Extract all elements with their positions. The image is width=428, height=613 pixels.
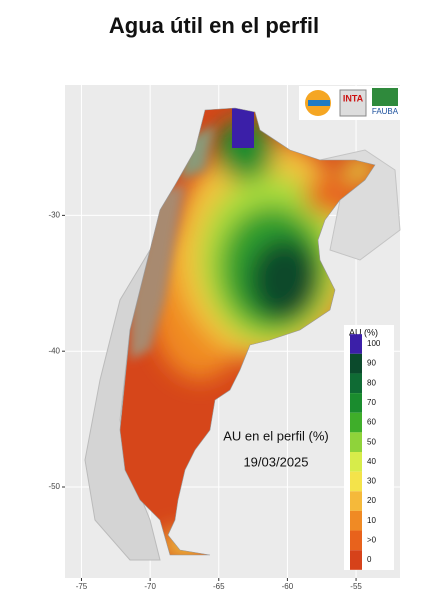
y-tick-label: -30 (48, 210, 60, 219)
y-tick-label: -40 (48, 346, 60, 355)
legend-swatch (350, 550, 362, 570)
legend-label: 70 (367, 398, 376, 407)
date: 19/03/2025 (243, 454, 308, 469)
x-tick-label: -60 (282, 582, 294, 591)
legend-swatch (350, 510, 362, 531)
axes: -75 -70 -65 -60 -55 -30 -40 -50 (48, 210, 362, 591)
inta-logo (339, 89, 367, 117)
legend-swatch (350, 471, 362, 492)
legend-label: 100 (367, 339, 381, 348)
fauba-emblem (372, 88, 398, 106)
legend-label: 0 (367, 555, 372, 564)
legend-label: 60 (367, 418, 376, 427)
x-tick-label: -75 (76, 582, 88, 591)
inta-text: INTA (343, 93, 364, 103)
chile (84, 249, 161, 561)
legend-label: 20 (367, 496, 376, 505)
legend-label: 50 (367, 437, 376, 446)
legend-swatch (350, 373, 362, 394)
legend-title: AU (%) (349, 327, 378, 337)
fauba-text: FAUBA (372, 107, 399, 116)
legend-label: 90 (367, 359, 376, 368)
legend-swatch (350, 393, 362, 413)
x-tick-label: -65 (213, 582, 225, 591)
annotation: AU en el perfil (%) (223, 428, 328, 443)
title: Agua útil en el perfil (109, 13, 319, 38)
legend-label: 30 (367, 477, 376, 486)
y-tick-label: -50 (48, 482, 60, 491)
logos: INTA FAUBA (299, 86, 401, 120)
legend-swatch (350, 334, 362, 354)
legend-swatch (350, 432, 362, 452)
legend-swatch (350, 452, 362, 472)
x-tick-label: -70 (144, 582, 156, 591)
legend-swatch (350, 412, 362, 433)
legend: 100 90 80 70 60 50 40 30 20 10 >0 0 (350, 334, 381, 570)
legend-label: >0 (367, 535, 377, 544)
legend-label: 40 (367, 457, 376, 466)
country-outline (119, 107, 376, 556)
legend-swatch (350, 353, 362, 374)
legend-label: 80 (367, 378, 376, 387)
legend-swatch (350, 530, 362, 551)
legend-label: 10 (367, 516, 376, 525)
legend-swatch (350, 491, 362, 511)
x-tick-label: -55 (350, 582, 362, 591)
logo-wave (308, 100, 330, 106)
